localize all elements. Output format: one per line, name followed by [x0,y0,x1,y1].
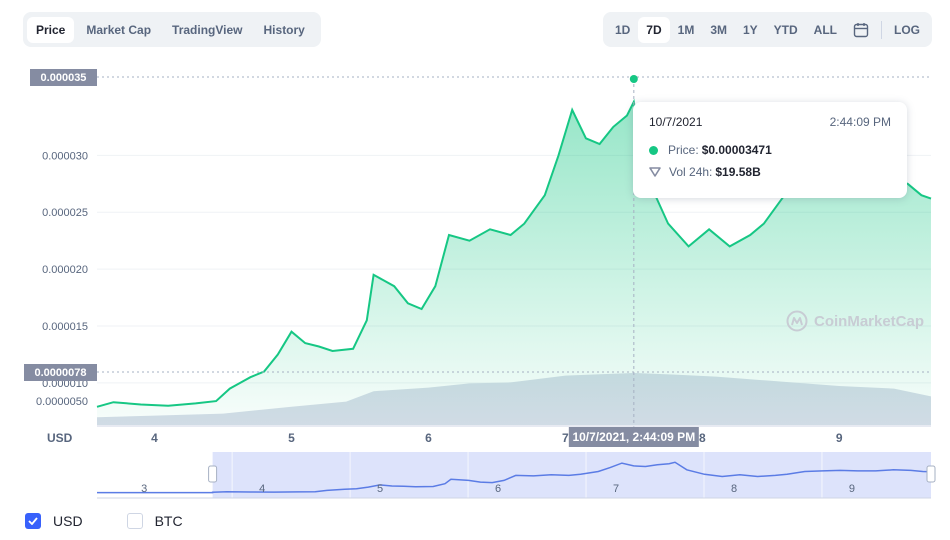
chart-type-tabs: Price Market Cap TradingView History [23,12,321,47]
y-tick-label: 0.000030 [42,150,88,162]
price-chart[interactable]: 0.0000100.0000150.0000200.0000250.000030… [0,60,950,510]
navigator-tick-label: 5 [377,483,383,495]
tab-tradingview[interactable]: TradingView [172,22,243,37]
tab-price[interactable]: Price [27,16,75,43]
navigator-tick-label: 3 [141,483,147,495]
volume-tick-label: 0.0000050 [36,396,88,408]
tooltip-date: 10/7/2021 [649,115,703,129]
crosshair-date-label: 10/7/2021, 2:44:09 PM [572,430,695,444]
range-7d[interactable]: 7D [638,16,670,43]
tooltip-price-row: Price: $0.00003471 [649,143,891,157]
hover-point [629,75,638,83]
tooltip-volume-label: Vol 24h: [669,165,713,179]
tooltip-header: 10/7/2021 2:44:09 PM [649,115,891,129]
y-tick-label: 0.000025 [42,207,88,219]
navigator-tick-label: 6 [495,483,501,495]
x-tick-label: 5 [288,431,295,445]
price-area [97,101,931,426]
range-1m[interactable]: 1M [677,22,695,37]
currency-label: BTC [154,513,183,529]
range-1y[interactable]: 1Y [742,22,758,37]
open-price-badge [24,364,97,381]
watermark-text: CoinMarketCap [814,312,925,330]
navigator-tick-label: 8 [731,483,737,495]
currency-toggle: USD BTC [25,513,227,529]
range-1d[interactable]: 1D [614,22,631,37]
high-price-badge [30,69,97,86]
calendar-icon[interactable] [845,16,877,43]
x-tick-label: 9 [836,431,843,445]
range-all[interactable]: ALL [813,22,837,37]
x-tick-label: 7 [562,431,569,445]
price-dot-icon [649,145,658,155]
currency-label: USD [53,513,83,529]
axis-unit-label: USD [47,431,73,445]
x-tick-label: 6 [425,431,432,445]
tooltip-volume-value: $19.58B [715,165,761,179]
range-divider [881,20,882,39]
y-tick-label: 0.000020 [42,264,88,276]
volume-triangle-icon [649,167,661,177]
navigator-tick-label: 4 [259,483,265,495]
navigator-tick-label: 7 [613,483,619,495]
checkmark-icon[interactable] [25,513,41,529]
price-tooltip: 10/7/2021 2:44:09 PM Price: $0.00003471 … [633,102,907,198]
tab-history[interactable]: History [263,22,305,37]
log-scale-button[interactable]: LOG [894,22,920,37]
checkbox-empty-icon[interactable] [126,513,143,529]
range-ytd[interactable]: YTD [773,22,798,37]
navigator-tick-label: 9 [849,483,855,495]
range-buttons: 1D 7D 1M 3M 1Y YTD ALL [607,16,845,43]
currency-btc-checkbox[interactable]: BTC [126,513,183,529]
price-line [96,98,932,408]
tooltip-volume-row: Vol 24h: $19.58B [649,165,891,179]
coinmarketcap-logo-icon [786,310,808,332]
navigator-handle-icon[interactable] [926,465,936,483]
time-range-selector: 1D 7D 1M 3M 1Y YTD ALL LOG [602,12,932,47]
tooltip-price-value: $0.00003471 [701,143,772,157]
crosshair-date-badge [568,427,699,447]
tooltip-price-label: Price: [668,143,699,157]
navigator-line [97,461,932,494]
watermark: CoinMarketCap [786,310,924,332]
y-tick-label: 0.000015 [42,321,88,333]
tab-market-cap[interactable]: Market Cap [86,22,152,37]
x-tick-label: 8 [699,431,706,445]
tooltip-time: 2:44:09 PM [829,115,891,129]
x-tick-label: 4 [151,431,158,445]
range-3m[interactable]: 3M [710,22,727,37]
currency-usd-checkbox[interactable]: USD [25,513,83,529]
open-price-label: 0.0000078 [35,367,87,379]
high-price-label: 0.000035 [41,72,87,84]
navigator-handle-icon[interactable] [208,465,218,483]
